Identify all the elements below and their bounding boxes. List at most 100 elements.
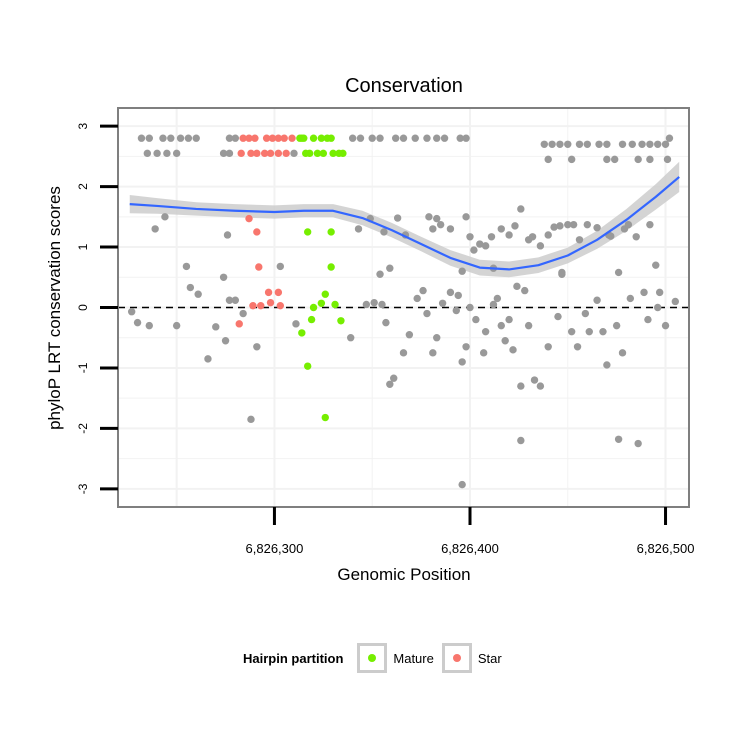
data-point-other — [362, 300, 371, 309]
data-point-other — [511, 222, 519, 230]
data-point-mature — [321, 413, 329, 422]
data-point-other — [550, 223, 558, 231]
data-point-other — [593, 224, 601, 232]
data-point-other — [413, 294, 421, 303]
data-point-other — [182, 262, 191, 271]
data-point-other — [425, 213, 433, 221]
data-point-other — [423, 134, 431, 142]
data-point-other — [632, 233, 640, 241]
data-point-other — [194, 290, 202, 298]
data-point-other — [382, 318, 390, 327]
data-point-other — [640, 288, 648, 297]
data-point-star — [245, 214, 253, 223]
data-point-other — [376, 134, 384, 142]
data-point-other — [663, 155, 672, 164]
data-point-other — [378, 300, 386, 309]
data-point-other — [544, 343, 552, 351]
data-point-other — [223, 231, 232, 239]
data-point-other — [652, 261, 660, 269]
data-point-mature — [337, 317, 345, 325]
y-tick-label: -3 — [76, 483, 90, 494]
data-point-mature — [327, 228, 335, 236]
data-point-other — [253, 343, 261, 351]
data-point-other — [544, 231, 552, 239]
data-point-other — [438, 299, 447, 307]
data-point-other — [536, 242, 545, 250]
data-point-star — [239, 134, 247, 142]
data-point-other — [411, 134, 419, 142]
data-point-star — [249, 301, 257, 310]
data-point-other — [614, 435, 623, 443]
data-point-other — [567, 327, 576, 336]
data-point-other — [564, 140, 572, 148]
data-point-star — [276, 301, 285, 310]
y-tick-label: 1 — [76, 243, 90, 250]
data-point-other — [599, 327, 607, 336]
data-point-other — [133, 318, 142, 327]
data-point-other — [452, 306, 460, 315]
data-point-other — [671, 297, 680, 306]
data-point-other — [290, 149, 298, 158]
data-point-other — [509, 346, 517, 354]
data-point-other — [614, 268, 623, 277]
data-point-mature — [305, 149, 314, 158]
data-point-star — [237, 149, 245, 158]
x-axis-label: Genomic Position — [337, 565, 470, 584]
data-point-other — [646, 140, 654, 148]
confidence-band — [129, 161, 680, 278]
data-point-other — [186, 283, 195, 292]
data-point-other — [405, 331, 414, 339]
data-point-other — [585, 327, 593, 336]
data-point-other — [212, 323, 220, 331]
legend-label-star: Star — [477, 650, 502, 666]
data-point-star — [253, 149, 261, 158]
data-point-other — [347, 334, 355, 342]
data-point-other — [172, 321, 181, 330]
data-point-other — [603, 361, 611, 369]
data-point-other — [505, 315, 513, 324]
x-tick-label: 6,826,500 — [637, 541, 695, 556]
data-point-other — [610, 155, 619, 164]
data-point-mature — [309, 303, 318, 312]
data-point-star — [255, 263, 263, 271]
confidence-band-area — [129, 161, 680, 278]
data-point-other — [399, 134, 408, 142]
data-point-other — [419, 286, 427, 295]
data-point-other — [524, 321, 533, 330]
data-point-mature — [339, 149, 347, 158]
data-point-other — [624, 220, 633, 229]
data-point-other — [548, 140, 556, 148]
data-point-other — [219, 149, 228, 158]
data-point-other — [348, 134, 357, 142]
data-point-star — [280, 134, 288, 142]
data-point-other — [575, 236, 584, 244]
data-point-star — [247, 149, 255, 158]
data-point-other — [501, 337, 509, 345]
y-tick-label: 0 — [76, 304, 90, 311]
data-point-mature — [300, 134, 308, 142]
data-point-other — [225, 296, 234, 304]
data-point-other — [569, 220, 578, 229]
data-point-other — [554, 312, 562, 321]
data-point-other — [661, 140, 670, 148]
data-point-other — [556, 140, 564, 148]
data-point-other — [231, 134, 240, 142]
data-point-other — [634, 155, 642, 164]
data-point-other — [354, 225, 363, 233]
data-point-other — [558, 270, 566, 278]
data-point-other — [151, 225, 159, 233]
data-point-other — [654, 140, 662, 148]
data-point-other — [583, 220, 592, 229]
data-point-other — [603, 140, 611, 148]
data-point-other — [573, 343, 582, 351]
data-point-star — [253, 228, 261, 236]
data-point-other — [544, 155, 552, 164]
data-point-star — [245, 134, 253, 142]
data-point-other — [493, 294, 502, 303]
data-point-other — [225, 149, 234, 158]
data-point-star — [257, 301, 265, 310]
data-point-mature — [307, 315, 316, 324]
data-point-other — [176, 134, 185, 142]
x-tick-label: 6,826,300 — [246, 541, 304, 556]
